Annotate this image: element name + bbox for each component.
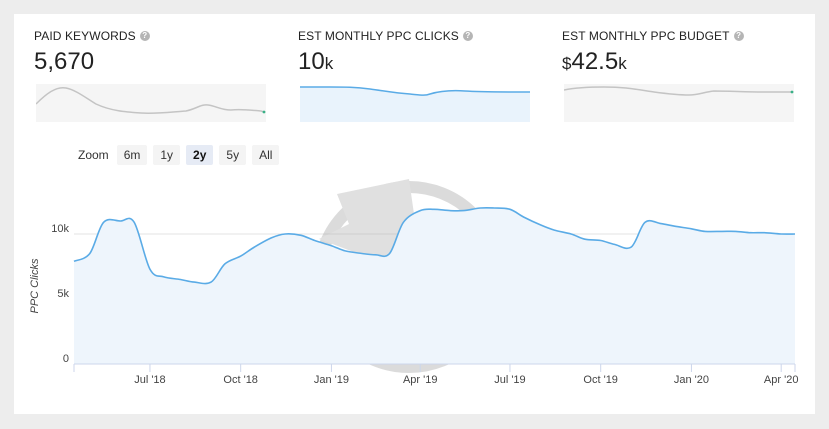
- sparkline-bg: [564, 84, 794, 122]
- x-tick-label: Oct '19: [583, 374, 618, 386]
- metric-value-number: 10: [298, 48, 325, 75]
- metric-label-text: EST MONTHLY PPC CLICKS: [298, 29, 459, 43]
- zoom-controls: Zoom 6m 1y 2y 5y All: [78, 145, 280, 165]
- metric-label-text: PAID KEYWORDS: [34, 29, 136, 43]
- metric-value-suffix: k: [324, 54, 334, 73]
- metric-value-suffix: k: [618, 54, 627, 73]
- metric-value-number: 42.5: [571, 48, 619, 75]
- x-tick-label: Apr '19: [403, 374, 438, 386]
- sparkline-area: [300, 87, 530, 122]
- x-axis-ticks: Jul '18 Oct '18 Jan '19 Apr '19 Jul '19 Oct '…: [73, 364, 799, 386]
- sparkline-line: [36, 86, 265, 114]
- y-tick-label: 5k: [57, 288, 69, 300]
- sparkline-end-dot: [262, 110, 266, 114]
- help-icon[interactable]: ?: [139, 31, 150, 41]
- x-tick-label: Jan '20: [674, 374, 709, 386]
- help-icon[interactable]: ?: [462, 31, 473, 41]
- x-tick-label: Apr '20: [764, 374, 799, 386]
- metric-paid-keywords: PAID KEYWORDS ? 5,670: [34, 28, 266, 76]
- metric-ppc-clicks: EST MONTHLY PPC CLICKS ? 10 k: [298, 28, 530, 78]
- zoom-option-2y[interactable]: 2y: [186, 145, 214, 165]
- zoom-option-all[interactable]: All: [252, 145, 280, 165]
- metric-ppc-budget: EST MONTHLY PPC BUDGET ? $ 42.5 k: [562, 28, 794, 78]
- x-tick-label: Jul '18: [134, 374, 165, 386]
- metric-value-prefix: $: [562, 54, 572, 73]
- zoom-option-6m[interactable]: 6m: [116, 145, 148, 165]
- y-axis-title: PPC Clicks: [29, 258, 41, 314]
- sparkline-end-dot: [790, 90, 794, 94]
- sparkline-ppc-budget: [564, 84, 794, 122]
- overview-card: PAID KEYWORDS ? 5,670 EST MONTHLY PPC CL…: [14, 14, 815, 414]
- y-axis-ticks: 0 5k 10k: [51, 223, 69, 365]
- metric-value: $ 42.5 k: [562, 48, 794, 78]
- sparkline-ppc-clicks: [300, 86, 530, 122]
- x-tick-label: Jul '19: [494, 374, 525, 386]
- sparkline-line: [300, 86, 530, 96]
- y-tick-label: 0: [63, 353, 69, 365]
- zoom-label: Zoom: [78, 148, 109, 162]
- watermark-hat: [319, 179, 469, 284]
- metric-label: EST MONTHLY PPC BUDGET ?: [562, 28, 794, 44]
- metric-label: PAID KEYWORDS ?: [34, 28, 266, 44]
- y-tick-label: 10k: [51, 223, 69, 235]
- metric-label: EST MONTHLY PPC CLICKS ?: [298, 28, 530, 44]
- metric-value: 10 k: [298, 48, 530, 78]
- metric-value: 5,670: [34, 48, 266, 76]
- zoom-option-5y[interactable]: 5y: [219, 145, 247, 165]
- series-area: [74, 207, 795, 364]
- metric-label-text: EST MONTHLY PPC BUDGET: [562, 29, 730, 43]
- x-tick-label: Jan '19: [314, 374, 349, 386]
- zoom-option-1y[interactable]: 1y: [153, 145, 181, 165]
- metric-value-number: 5,670: [34, 48, 95, 75]
- sparkline-line: [564, 86, 792, 96]
- help-icon[interactable]: ?: [733, 31, 744, 41]
- sparkline-paid-keywords: [36, 84, 266, 122]
- series-line: [73, 206, 796, 285]
- x-tick-label: Oct '18: [223, 374, 258, 386]
